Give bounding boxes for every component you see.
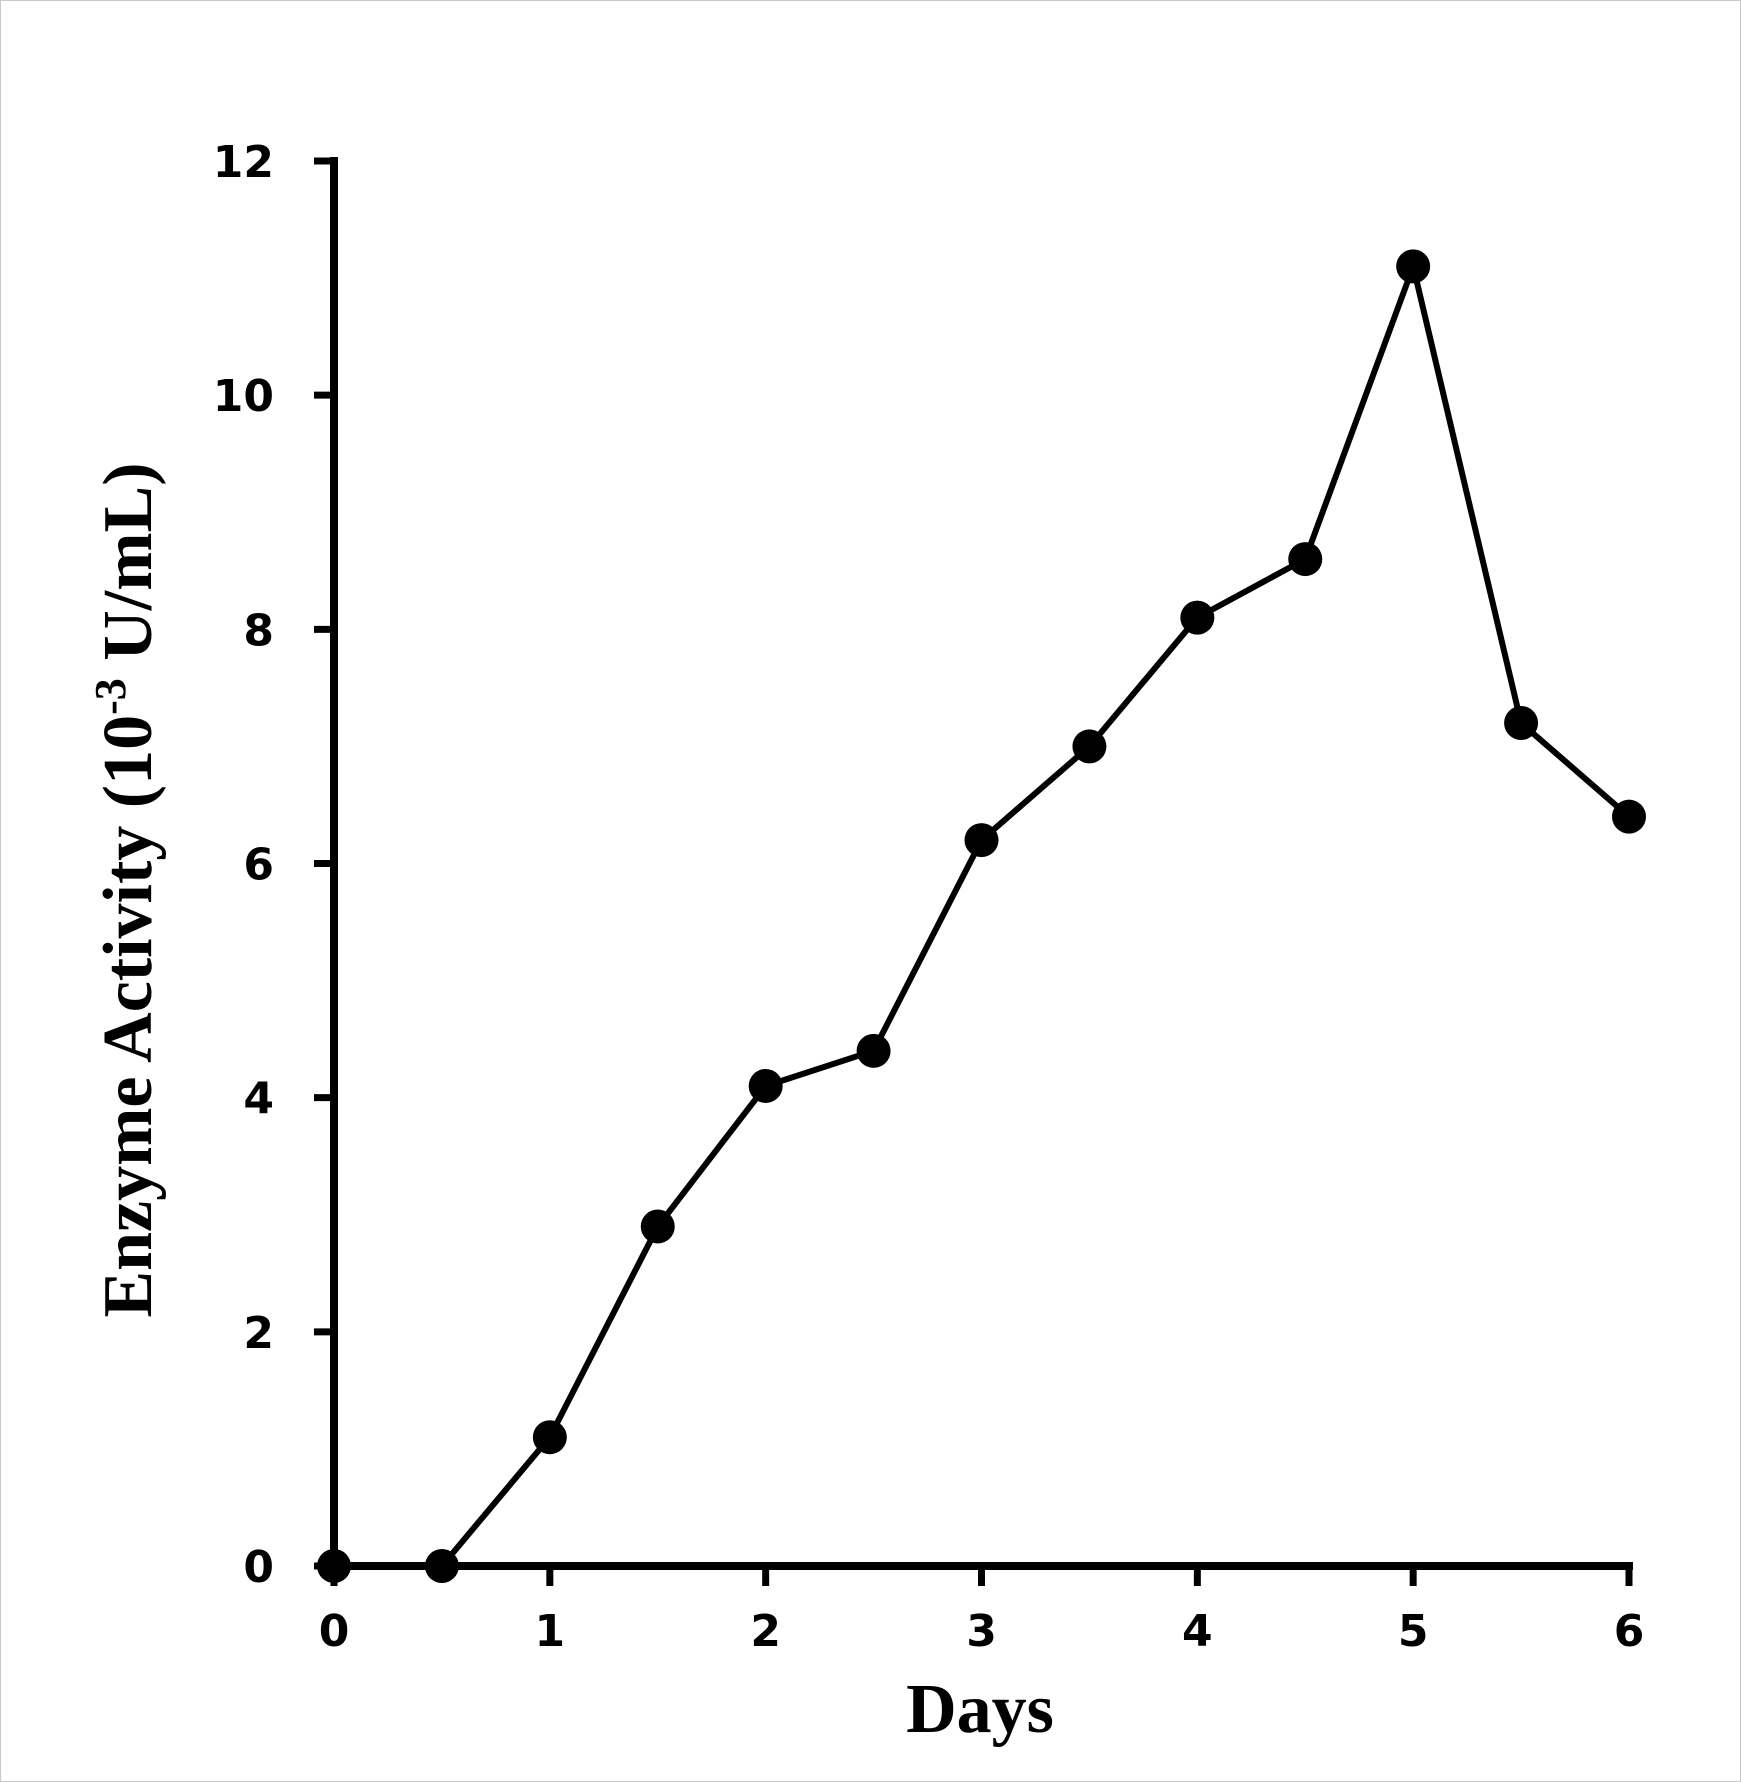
axis-ticks [314, 157, 1633, 1586]
data-point [640, 1209, 675, 1244]
y-axis-title-unit: U/mL) [90, 462, 167, 678]
x-tick-label: 3 [966, 1606, 997, 1657]
y-tick-label: 0 [243, 1542, 274, 1593]
y-axis-title: Enzyme Activity (10-3 U/mL) [86, 462, 167, 1317]
y-tick-label: 4 [243, 1074, 274, 1125]
data-point [1504, 706, 1539, 740]
data-points [317, 249, 1646, 1583]
data-point [856, 1033, 891, 1068]
data-point [1072, 729, 1107, 764]
data-point [1180, 600, 1215, 635]
x-tick-label: 2 [750, 1606, 781, 1657]
series-line [334, 256, 1631, 1569]
data-point [424, 1549, 459, 1583]
data-point [748, 1068, 783, 1103]
x-tick-label: 6 [1614, 1606, 1645, 1657]
y-tick-label: 2 [243, 1308, 274, 1359]
y-tick-label: 8 [243, 605, 274, 656]
y-tick-label: 10 [213, 371, 274, 422]
x-tick-label: 0 [319, 1606, 350, 1657]
y-axis-title-superscript: -3 [86, 678, 135, 715]
y-tick-label: 6 [243, 840, 274, 891]
y-tick-label: 12 [213, 137, 274, 188]
data-point [317, 1549, 351, 1583]
x-tick-label: 5 [1398, 1606, 1429, 1657]
x-tick-label: 4 [1182, 1606, 1213, 1657]
y-axis-title-main: Enzyme Activity (10 [90, 715, 167, 1318]
x-tick-label: 1 [535, 1606, 566, 1657]
data-point [1612, 799, 1646, 834]
data-point [964, 823, 999, 858]
x-axis-title: Days [906, 1671, 1054, 1748]
data-point [532, 1420, 567, 1455]
data-point [1288, 542, 1323, 577]
data-point [1396, 249, 1431, 284]
